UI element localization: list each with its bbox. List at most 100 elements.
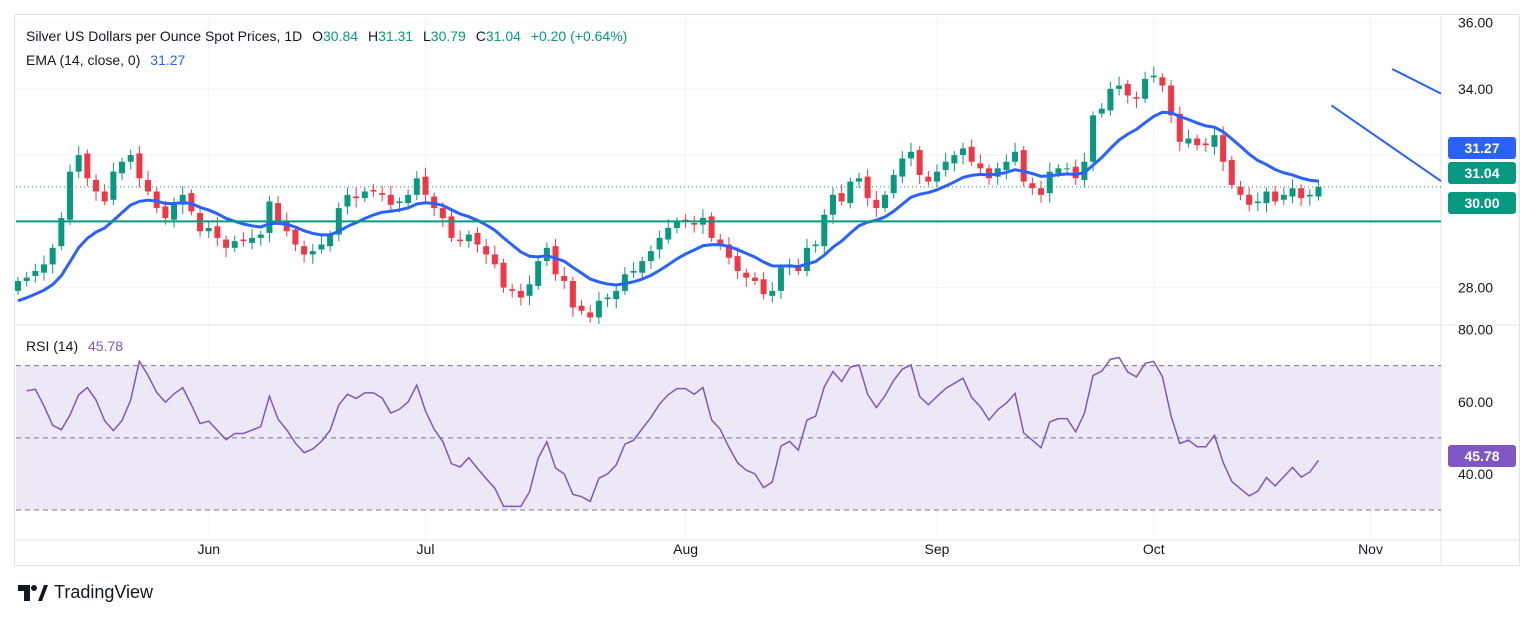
candle-body bbox=[855, 178, 862, 182]
candle-body bbox=[1090, 115, 1097, 162]
candle-body bbox=[994, 168, 1001, 177]
candle-body bbox=[1116, 85, 1123, 89]
rsi-price-tag: 45.78 bbox=[1448, 445, 1516, 467]
rsi-tick-label: 80.00 bbox=[1458, 322, 1493, 338]
candle-body bbox=[795, 266, 802, 272]
candle-body bbox=[1202, 143, 1209, 146]
candle-body bbox=[127, 155, 134, 162]
candle-body bbox=[483, 246, 490, 255]
candle-body bbox=[387, 194, 394, 205]
candle-body bbox=[1220, 135, 1227, 162]
candle-body bbox=[847, 181, 854, 204]
channel-lower-line bbox=[1330, 104, 1442, 182]
candle-body bbox=[1150, 75, 1157, 78]
candle-body bbox=[309, 251, 316, 255]
time-tick-label: Jul bbox=[417, 541, 435, 557]
candle-body bbox=[1228, 160, 1235, 185]
ema-price-tag: 31.27 bbox=[1448, 137, 1516, 159]
candle-body bbox=[535, 261, 542, 286]
candle-body bbox=[803, 247, 810, 272]
tradingview-logo[interactable]: TradingView bbox=[18, 582, 153, 603]
candle-body bbox=[249, 237, 256, 243]
candle-body bbox=[361, 191, 368, 199]
candle-body bbox=[474, 232, 481, 245]
candle-body bbox=[838, 193, 845, 202]
candle-body bbox=[292, 229, 299, 245]
candle-body bbox=[457, 239, 464, 242]
high-value: 31.31 bbox=[378, 28, 414, 44]
candle-body bbox=[968, 146, 975, 162]
candle-body bbox=[760, 279, 767, 295]
rsi-label: RSI (14) bbox=[26, 338, 79, 354]
candle-body bbox=[205, 227, 212, 232]
candle-body bbox=[977, 163, 984, 169]
open-label: O bbox=[312, 28, 323, 44]
candle-body bbox=[1133, 97, 1140, 99]
candle-body bbox=[58, 218, 65, 247]
candle-body bbox=[569, 280, 576, 308]
candle-body bbox=[162, 206, 169, 219]
candle-body bbox=[344, 194, 351, 207]
close-label: C bbox=[475, 28, 486, 44]
candle-body bbox=[665, 227, 672, 240]
candle-body bbox=[119, 161, 126, 174]
change-value: +0.20 (+0.64%) bbox=[530, 28, 628, 44]
candle-body bbox=[1254, 201, 1261, 204]
candle-body bbox=[942, 161, 949, 170]
rsi-line bbox=[26, 356, 1320, 508]
time-tick-label: Nov bbox=[1358, 541, 1383, 557]
candle-body bbox=[1168, 85, 1175, 116]
candle-body bbox=[370, 189, 377, 192]
close-value: 31.04 bbox=[485, 28, 521, 44]
candle-body bbox=[448, 216, 455, 238]
candle-body bbox=[821, 214, 828, 247]
support-price-tag: 30.00 bbox=[1448, 192, 1516, 214]
candle-body bbox=[777, 267, 784, 291]
candle-body bbox=[32, 271, 39, 276]
rsi-tick-label: 60.00 bbox=[1458, 394, 1493, 410]
candle-body bbox=[613, 290, 620, 300]
candle-body bbox=[526, 284, 533, 296]
candle-body bbox=[751, 277, 758, 281]
candle-body bbox=[1072, 166, 1079, 179]
candle-body bbox=[1046, 171, 1053, 194]
candle-body bbox=[1020, 150, 1027, 182]
candle-body bbox=[275, 203, 282, 222]
candle-body bbox=[630, 271, 637, 273]
chart-frame bbox=[14, 14, 1520, 566]
rsi-tick-label: 40.00 bbox=[1458, 466, 1493, 482]
candle-body bbox=[1280, 194, 1287, 200]
time-tick-label: Jun bbox=[197, 541, 220, 557]
candle-body bbox=[604, 297, 611, 300]
candle-body bbox=[422, 176, 429, 195]
candle-body bbox=[552, 246, 559, 275]
candle-body bbox=[1246, 194, 1253, 205]
candle-body bbox=[829, 194, 836, 215]
candle-body bbox=[717, 239, 724, 245]
candle-body bbox=[725, 244, 732, 258]
candle-body bbox=[934, 171, 941, 182]
candle-body bbox=[1064, 168, 1071, 170]
candle-body bbox=[1272, 191, 1279, 202]
candle-body bbox=[1185, 138, 1192, 144]
candle-body bbox=[405, 194, 412, 204]
candle-body bbox=[67, 171, 74, 220]
candle-body bbox=[179, 194, 186, 205]
candle-body bbox=[75, 155, 82, 172]
candle-body bbox=[1237, 186, 1244, 195]
candle-body bbox=[266, 201, 273, 233]
candle-body bbox=[1194, 138, 1201, 146]
time-tick-label: Sep bbox=[925, 541, 950, 557]
candle-body bbox=[1211, 135, 1218, 147]
legend-rsi: RSI (14) 45.78 bbox=[26, 338, 129, 354]
candle-body bbox=[908, 151, 915, 159]
candle-body bbox=[743, 272, 750, 278]
candle-body bbox=[15, 280, 21, 291]
candle-body bbox=[890, 174, 897, 194]
candle-body bbox=[136, 153, 143, 179]
candle-body bbox=[509, 289, 516, 291]
price-tick-label: 28.00 bbox=[1458, 280, 1493, 296]
candle-body bbox=[1038, 188, 1045, 195]
candle-body bbox=[240, 239, 247, 242]
